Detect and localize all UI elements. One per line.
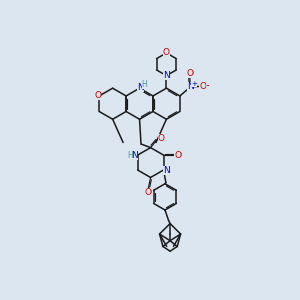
Text: N: N <box>137 83 144 92</box>
Text: N: N <box>163 71 170 80</box>
Text: O: O <box>158 134 164 142</box>
Text: N: N <box>163 166 170 175</box>
Text: O: O <box>186 69 193 78</box>
Text: H: H <box>142 80 148 89</box>
Text: O: O <box>144 188 151 197</box>
Text: N: N <box>131 151 138 160</box>
Text: O: O <box>200 82 206 91</box>
Text: H: H <box>127 151 133 160</box>
Text: O: O <box>200 82 206 91</box>
Text: N: N <box>163 166 170 175</box>
Text: H: H <box>142 80 148 89</box>
Text: N: N <box>137 83 144 92</box>
Text: O: O <box>158 134 164 142</box>
Text: +: + <box>191 81 197 87</box>
Text: O: O <box>174 151 181 160</box>
Text: N: N <box>187 82 194 91</box>
Text: +: + <box>191 81 197 87</box>
Text: O: O <box>163 49 170 58</box>
Text: -: - <box>206 80 209 90</box>
Text: N: N <box>131 151 138 160</box>
Text: -: - <box>206 80 209 90</box>
Text: O: O <box>94 92 101 100</box>
Text: H: H <box>127 151 133 160</box>
Text: N: N <box>187 82 194 91</box>
Text: O: O <box>174 151 181 160</box>
Text: O: O <box>186 69 193 78</box>
Text: O: O <box>163 49 170 58</box>
Text: N: N <box>163 71 170 80</box>
Text: O: O <box>94 92 101 100</box>
Text: O: O <box>144 188 151 197</box>
